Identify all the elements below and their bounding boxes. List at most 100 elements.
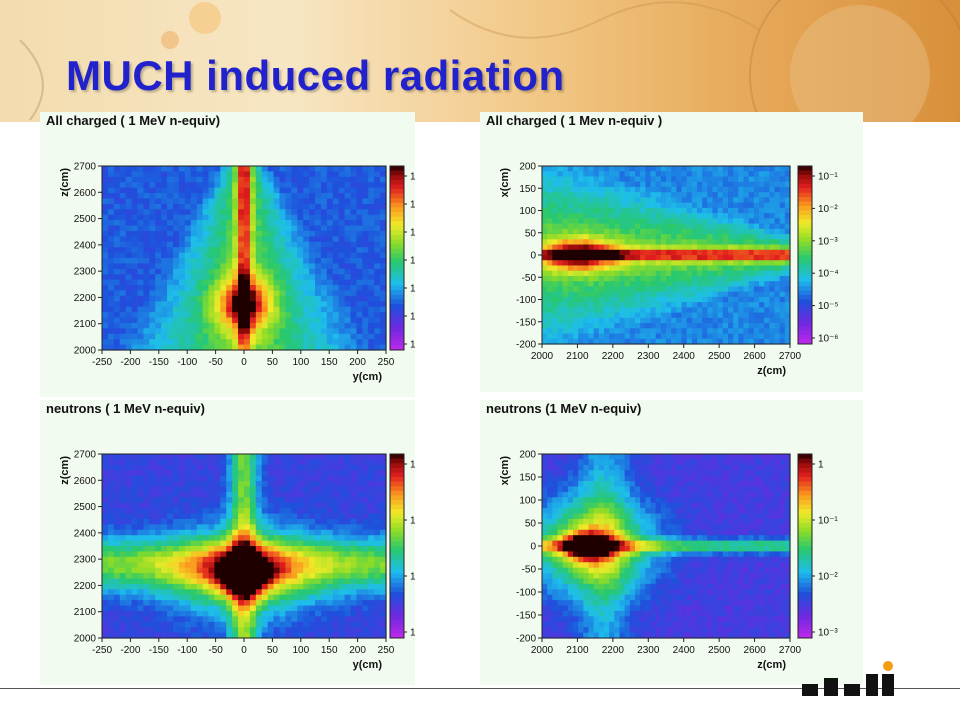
heatmap-cell [107,209,115,216]
heatmap-cell [567,244,574,251]
heatmap-cell [764,166,770,172]
heatmap-cell [784,223,791,230]
heatmap-cell [226,285,233,292]
heatmap-cell [232,247,239,254]
heatmap-cell [173,301,180,308]
heatmap-cell [255,247,263,254]
heatmap-cell [609,338,615,345]
heatmap-cell [178,540,186,547]
heatmap-cell [267,209,275,216]
heatmap-cell [344,524,352,531]
colorbar-step [390,267,404,273]
heatmap-cell [315,166,322,173]
heatmap-cell [614,181,621,188]
heatmap-cell [208,589,216,596]
heatmap-cell [609,197,615,204]
heatmap-cell [208,578,216,585]
heatmap-cell [131,290,139,297]
heatmap-cell [113,497,121,504]
heatmap-cell [279,290,287,297]
heatmap-cell [202,220,210,227]
heatmap-cell [178,203,186,210]
heatmap-cell [149,616,156,623]
heatmap-cell [291,475,298,482]
heatmap-cell [759,328,765,335]
heatmap-cell [232,176,239,183]
heatmap-cell [297,220,304,227]
heatmap-cell [547,213,553,219]
heatmap-cell [666,228,672,235]
heatmap-cell [362,187,369,194]
heatmap-cell [764,244,770,251]
heatmap-cell [380,187,387,194]
heatmap-cell [226,605,233,612]
heatmap-cell [738,307,745,314]
heatmap-cell [309,322,316,329]
heatmap-cell [344,252,352,259]
heatmap-cell [562,186,569,193]
heatmap-cell [707,218,714,225]
heatmap-cell [315,301,322,308]
heatmap-cell [244,317,251,324]
x-tick-label: 2300 [637,351,660,362]
heatmap-cell [297,225,304,232]
heatmap-cell [238,268,245,275]
heatmap-cell [102,621,109,628]
heatmap-cell [326,470,334,477]
heatmap-cell [267,600,275,607]
heatmap-cell [297,497,304,504]
heatmap-cell [309,225,316,232]
heatmap-cell [196,209,204,216]
heatmap-cell [238,540,245,547]
heatmap-cell [769,270,776,277]
heatmap-cell [143,209,150,216]
heatmap-cell [748,197,755,204]
heatmap-cell [332,312,340,319]
heatmap-cell [167,285,174,292]
heatmap-cell [178,182,186,189]
heatmap-cell [660,218,667,225]
heatmap-cell [178,312,186,319]
heatmap-cell [119,312,127,319]
heatmap-cell [733,228,739,235]
heatmap-cell [279,594,287,601]
heatmap-cell [285,274,292,281]
heatmap-cell [273,252,281,259]
heatmap-cell [650,328,657,335]
heatmap-cell [220,252,227,259]
heatmap-cell [155,176,162,183]
heatmap-cell [137,230,145,237]
heatmap-cell [167,236,174,243]
heatmap-cell [220,258,227,265]
heatmap-cell [107,187,115,194]
heatmap-cell [149,481,156,488]
heatmap-cell [645,202,652,209]
heatmap-cell [119,546,127,553]
heatmap-cell [196,627,204,634]
heatmap-cell [161,589,168,596]
heatmap-cell [131,312,139,319]
heatmap-cell [178,616,186,623]
heatmap-cell [598,296,605,303]
heatmap-cell [149,535,156,542]
heatmap-cell [660,223,667,230]
heatmap-cell [125,247,133,254]
heatmap-cell [368,166,375,173]
heatmap-cell [143,518,150,525]
heatmap-cell [267,475,275,482]
heatmap-cell [774,323,781,329]
heatmap-cell [573,244,579,251]
heatmap-cell [149,301,156,308]
heatmap-cell [557,302,564,308]
heatmap-cell [315,610,322,617]
heatmap-cell [309,333,316,340]
heatmap-cell [743,260,750,267]
colorbar-label: 10⁻² [410,200,415,211]
heatmap-cell [143,193,150,200]
heatmap-cell [380,258,387,265]
heatmap-cell [149,491,156,498]
heatmap-cell [681,239,688,246]
heatmap-cell [660,312,667,319]
heatmap-cell [119,464,127,471]
heatmap-cell [249,508,257,515]
